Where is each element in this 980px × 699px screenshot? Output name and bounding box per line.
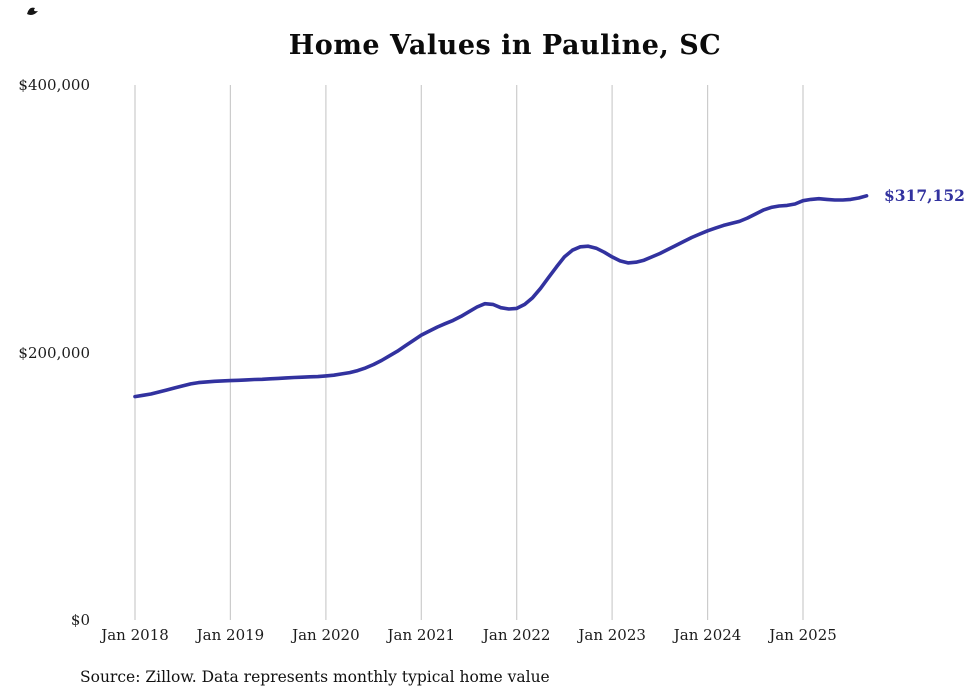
x-tick-label: Jan 2022: [482, 626, 551, 644]
corner-mark: [27, 7, 38, 15]
x-tick-label: Jan 2023: [578, 626, 646, 644]
current-value-label: $317,152: [884, 186, 965, 205]
y-tick-0: $0: [70, 611, 90, 629]
x-tick-label: Jan 2020: [292, 626, 360, 644]
source-note: Source: Zillow. Data represents monthly …: [80, 668, 550, 686]
home-value-series: [133, 194, 869, 399]
x-tick-label: Jan 2025: [769, 626, 837, 644]
chart-title: Home Values in Pauline, SC: [288, 30, 722, 61]
x-tick-label: Jan 2019: [196, 626, 265, 644]
y-tick-200k: $200,000: [18, 344, 90, 362]
x-tick-label: Jan 2018: [101, 626, 169, 644]
x-tick-label: Jan 2021: [387, 626, 456, 644]
y-tick-400k: $400,000: [18, 76, 90, 94]
x-tick-label: Jan 2024: [673, 626, 742, 644]
